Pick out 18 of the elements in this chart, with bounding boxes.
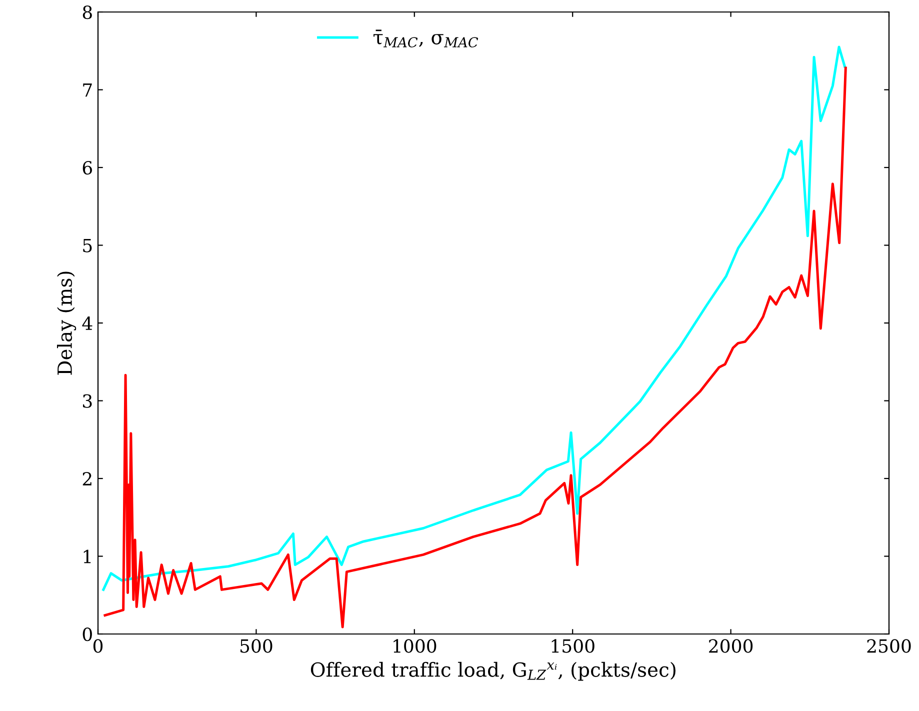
y-tick-label: 8 [82, 5, 92, 20]
x-tick-label: 2000 [709, 639, 753, 653]
y-tick-label: 2 [82, 472, 92, 486]
y-axis-title: Delay (ms) [57, 272, 76, 375]
x-tick-label: 1000 [394, 639, 436, 653]
y-tick-label: 7 [83, 83, 92, 97]
y-tick-label: 6 [82, 160, 92, 175]
y-tick-label: 0 [82, 627, 92, 642]
y-tick-label: 3 [83, 394, 92, 408]
x-tick-label: 0 [93, 639, 103, 653]
x-axis-title: Offered traffic load, G$_{LZ}$$^{xᵢ}$, (pckts/sec) [310, 662, 676, 681]
y-tick-label: 5 [83, 238, 92, 252]
x-tick-label: 2500 [867, 639, 911, 653]
x-tick-label: 1500 [552, 639, 594, 653]
x-tick-label: 500 [240, 639, 272, 653]
y-tick-label: 1 [84, 550, 91, 564]
y-tick-label: 4 [82, 316, 92, 330]
legend-label: τ̄$_{MAC}$, σ$_{MAC}$ [374, 30, 478, 48]
